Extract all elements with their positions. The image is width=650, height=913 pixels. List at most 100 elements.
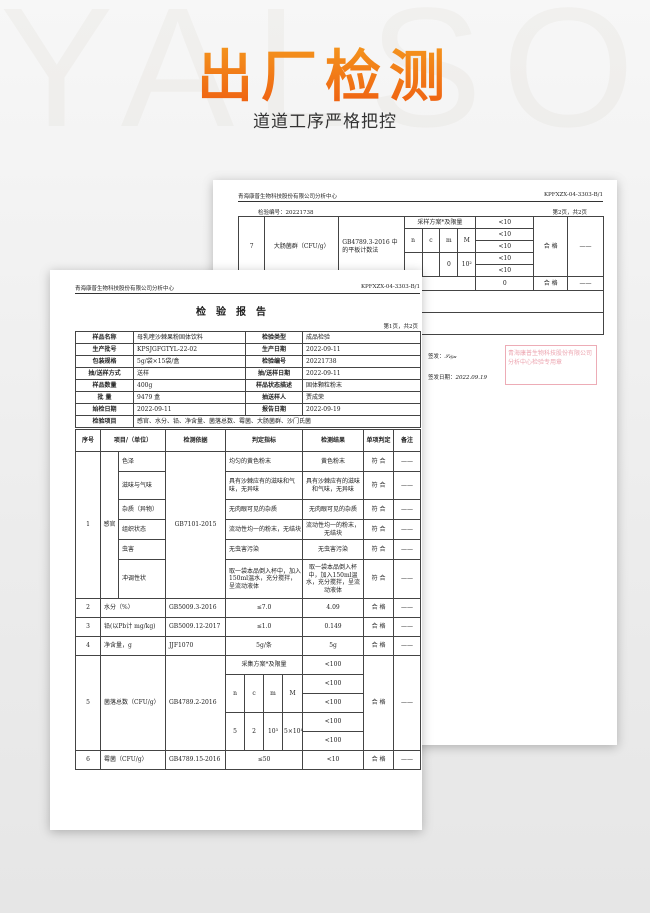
table-row: 样品名称 母乳喹沙棘果粉固体饮料 检验类型 成品检验 — [75, 331, 421, 344]
verdict: 合 格 — [363, 655, 395, 751]
result: 5g — [302, 636, 365, 656]
field-label: 包装规格 — [75, 355, 134, 368]
field-value: 固体颗粒粉末 — [302, 379, 421, 392]
note: —— — [393, 539, 422, 560]
table-row: 包装规格 5g/袋×15袋/盒 检验编号 20221738 — [75, 355, 421, 368]
verdict: 合 格 — [533, 216, 569, 277]
table-row: 批 量 9479 盒抽送样人 贾成荣 — [75, 391, 421, 404]
field-value: 400g — [133, 379, 246, 392]
result: 取一袋本品倒入杯中，加入150ml温水，充分搅拌，呈流动液体 — [302, 559, 365, 599]
verdict: 合 格 — [363, 598, 395, 618]
table-row: 3 铅(以Pb计 mg/kg) GB5009.12-2017 ≤1.0 0.149 合 格… — [75, 617, 422, 637]
page-number: 第1页，共2页 — [383, 324, 419, 330]
result: <100 — [302, 731, 365, 751]
stamp-text: 青海康普生物科技股份有限公司 分析中心检验专用章 — [508, 350, 593, 366]
signer-label: 签发： — [428, 354, 445, 360]
note: —— — [393, 471, 422, 500]
item-name: 大肠菌群（CFU/g） — [264, 216, 340, 277]
cell: 6 — [75, 750, 101, 770]
table-row: 1 感官 色泽 GB7101-2015 均匀的黄色粉末 黄色粉末符 合 —— — [75, 451, 422, 599]
table-row: 杂质（异物） 无肉眼可见的杂质 无肉眼可见的杂质符 合 —— — [76, 499, 422, 520]
banner-title: 出厂检测 — [0, 32, 650, 113]
criterion: 流动性均一的粉末，无结块 — [225, 519, 304, 540]
note: —— — [567, 276, 604, 291]
table-row: 检验项目 感官、水分、铅、净含量、菌落总数、霉菌、大肠菌群、沙门氏菌 — [75, 415, 421, 428]
field-value: 2022-09-11 — [302, 367, 421, 380]
table-row: 2 水分（%） GB5009.3-2016 ≤7.0 4.09 合 格 —— — [75, 598, 422, 618]
column-header: 检测依据 — [165, 429, 227, 452]
field-label: 抽送样人 — [245, 391, 303, 404]
verdict: 符 合 — [363, 451, 395, 472]
field-value: 9479 盒 — [133, 391, 246, 404]
table-row: 抽/送样方式 送样 抽/送样日期 2022-09-11 — [75, 367, 421, 380]
table-row: 7 大肠菌群（CFU/g） GB4789.3-2016 中的平板计数法 采样方案*及… — [237, 216, 604, 277]
result: 4.09 — [302, 598, 365, 618]
column-header: 项目/（单位） — [99, 429, 167, 452]
note: —— — [393, 499, 422, 520]
note: —— — [393, 655, 422, 751]
page-header: 青海康普生物科技股份有限公司分析中心 KPFXZX-04-3303-B/1 — [75, 284, 420, 294]
note: —— — [567, 216, 604, 277]
table-row: 4 净含量，g JJF1070 5g/条 5g 合 格 —— — [75, 636, 422, 656]
cell: c — [244, 674, 265, 713]
doc-code: KPFXZX-04-3303-B/1 — [543, 192, 603, 198]
signer: 签发：𝒮𝒾𝑔𝓃 — [428, 352, 457, 361]
cell: 10² — [457, 252, 477, 277]
sign-date-value: 2022.09.19 — [455, 375, 488, 381]
field-value: 送样 — [133, 367, 246, 380]
result: 流动性均一的粉末，无结块 — [302, 519, 365, 540]
table-row: 冲调性状 取一袋本品倒入杯中，加入150ml温水，充分搅拌，呈流动液体 取一袋本品倒… — [76, 559, 422, 599]
criterion: ≤50 — [225, 750, 304, 770]
table-row: 5 菌落总数（CFU/g） GB4789.2-2016 采集方案*及限量 <100 合 格… — [75, 655, 422, 751]
field-value: 2022-09-11 — [133, 403, 246, 416]
column-header: 单项判定 — [363, 429, 395, 452]
criterion: 5g/条 — [225, 636, 304, 656]
method: GB4789.15-2016 — [165, 750, 227, 770]
sign-date-label: 签发日期： — [428, 375, 456, 381]
verdict: 合 格 — [363, 750, 395, 770]
cell: 4 — [75, 636, 101, 656]
cell: 7 — [237, 216, 266, 277]
result: <10 — [475, 252, 535, 265]
result: <10 — [475, 264, 535, 277]
field-value: KPSJGFGTYL-22-02 — [133, 343, 246, 356]
results-table: 序号 项目/（单位） 检测依据 判定指标 检测结果 单项判定 备注 1 感官 色泽 GB7101-2… — [75, 429, 422, 770]
column-header: 检测结果 — [302, 429, 365, 452]
cell: 感官 — [100, 451, 119, 599]
field-label: 样品数量 — [75, 379, 134, 392]
field-value: 贾成荣 — [302, 391, 421, 404]
cell: 5 — [225, 712, 246, 751]
result: <100 — [302, 655, 365, 675]
column-header: 判定指标 — [225, 429, 304, 452]
field-label: 样品名称 — [75, 331, 134, 344]
result: <100 — [302, 712, 365, 732]
field-label: 样品状态描述 — [245, 379, 303, 392]
cell: 采样方案*及限量 — [403, 216, 477, 229]
cell: 5 — [75, 655, 101, 751]
result: <10 — [475, 216, 535, 229]
cell: n — [403, 228, 423, 253]
note: —— — [393, 636, 422, 656]
cell: 0 — [439, 252, 459, 277]
result: 0 — [475, 276, 535, 291]
field-label: 检验类型 — [245, 331, 303, 344]
result: 黄色粉末 — [302, 451, 365, 472]
sign-date: 签发日期：2022.09.19 — [428, 373, 487, 381]
field-value: 2022-09-11 — [302, 343, 421, 356]
note: —— — [393, 750, 422, 770]
item-name: 水分（%） — [99, 598, 167, 618]
field-label: 生产日期 — [245, 343, 303, 356]
criterion: ≤1.0 — [225, 617, 304, 637]
field-label: 报告日期 — [245, 403, 303, 416]
cell: 采集方案*及限量 — [225, 655, 304, 675]
result: 无虫害污染 — [302, 539, 365, 560]
column-header: 序号 — [75, 429, 101, 452]
cell: 2 — [75, 598, 101, 618]
report-number-label: 检验编号： — [258, 210, 286, 216]
cell: 5×10⁴ — [282, 712, 304, 751]
item-name: 霉菌（CFU/g） — [99, 750, 167, 770]
criterion: 取一袋本品倒入杯中，加入150ml温水，充分搅拌，呈流动液体 — [225, 559, 304, 599]
method: JJF1070 — [165, 636, 227, 656]
column-header: 备注 — [393, 429, 422, 452]
item-name: 杂质（异物） — [117, 499, 167, 520]
